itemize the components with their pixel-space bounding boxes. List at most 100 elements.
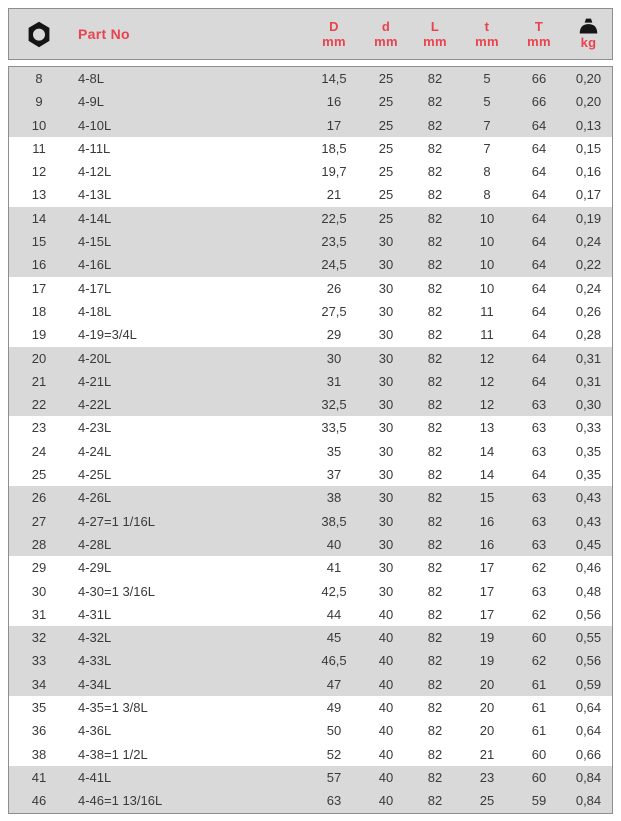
- part-no-cell: 4-27=1 1/16L: [78, 513, 155, 529]
- dim-d-cell: 25: [378, 164, 394, 180]
- dim-d-cell: 25: [378, 117, 394, 133]
- dim-t-cell: 20: [479, 723, 495, 739]
- dim-t-cell: 11: [480, 303, 494, 319]
- dim-t-cell: 13: [479, 420, 495, 436]
- dim-T-cell: 63: [531, 397, 547, 413]
- hex-size-column-header: [9, 9, 69, 59]
- weight-kg-cell: 0,64: [575, 723, 602, 739]
- dim-L-cell: 82: [427, 164, 443, 180]
- dim-t-cell: 12: [479, 350, 495, 366]
- dim-L-cell: 82: [427, 630, 443, 646]
- table-row: 36 4-36L 50 40 82 20 61 0,64: [9, 719, 612, 743]
- dim-t-cell: 10: [479, 280, 495, 296]
- part-no-cell: 4-20L: [78, 350, 112, 366]
- weight-kg-cell: 0,46: [575, 560, 602, 576]
- dim-t-cell: 12: [479, 397, 495, 413]
- dim-d-cell: 30: [378, 490, 394, 506]
- dim-d-cell: 40: [378, 700, 394, 716]
- hex-size-cell: 36: [31, 723, 47, 739]
- dim-d-cell: 30: [378, 397, 394, 413]
- hex-size-cell: 46: [31, 793, 47, 809]
- weight-kg-cell: 0,16: [575, 164, 602, 180]
- column-header-L: L mm: [409, 9, 461, 59]
- dim-L-cell: 82: [427, 210, 443, 226]
- weight-kg-cell: 0,31: [575, 373, 602, 389]
- dim-t-cell: 19: [479, 653, 495, 669]
- dim-T-cell: 63: [531, 513, 547, 529]
- dim-L-cell: 82: [427, 746, 443, 762]
- part-no-cell: 4-30=1 3/16L: [78, 583, 155, 599]
- dim-L-cell: 82: [427, 71, 443, 86]
- dim-t-cell: 15: [479, 490, 495, 506]
- hex-socket-icon: [28, 21, 50, 47]
- column-header-D: D mm: [305, 9, 363, 59]
- dim-d-cell: 40: [378, 793, 394, 809]
- weight-kg-cell: 0,20: [575, 71, 602, 86]
- part-no-cell: 4-18L: [78, 303, 112, 319]
- column-unit-t: mm: [475, 33, 499, 49]
- part-no-cell: 4-46=1 13/16L: [78, 793, 163, 809]
- dim-T-cell: 64: [531, 234, 547, 250]
- hex-size-cell: 21: [31, 373, 47, 389]
- parts-table: 8 4-8L 14,5 25 82 5 66 0,20 9 4-9L 16 25 82 5 66 0,20 10…: [8, 66, 613, 814]
- dim-T-cell: 64: [531, 187, 547, 203]
- column-header-T: T mm: [513, 9, 565, 59]
- part-no-cell: 4-8L: [78, 71, 105, 86]
- dim-d-cell: 30: [378, 583, 394, 599]
- weight-kg-cell: 0,15: [575, 140, 602, 156]
- dim-d-cell: 25: [378, 94, 394, 110]
- dim-D-cell: 57: [326, 769, 342, 785]
- weight-kg-cell: 0,13: [575, 117, 602, 133]
- hex-size-cell: 24: [31, 443, 47, 459]
- dim-L-cell: 82: [427, 234, 443, 250]
- table-row: 15 4-15L 23,5 30 82 10 64 0,24: [9, 230, 612, 254]
- dim-T-cell: 64: [531, 303, 547, 319]
- hex-size-cell: 29: [31, 560, 47, 576]
- part-no-cell: 4-28L: [78, 536, 112, 552]
- dim-t-cell: 5: [483, 71, 491, 86]
- dim-T-cell: 64: [531, 140, 547, 156]
- hex-size-cell: 9: [35, 94, 43, 110]
- table-row: 23 4-23L 33,5 30 82 13 63 0,33: [9, 416, 612, 440]
- part-no-cell: 4-16L: [78, 257, 112, 273]
- dim-L-cell: 82: [427, 467, 443, 483]
- dim-D-cell: 37: [326, 467, 342, 483]
- dim-t-cell: 23: [479, 769, 495, 785]
- hex-size-cell: 19: [31, 327, 47, 343]
- dim-t-cell: 25: [479, 793, 495, 809]
- hex-size-cell: 25: [31, 467, 47, 483]
- weight-kg-cell: 0,17: [575, 187, 602, 203]
- part-no-cell: 4-13L: [78, 187, 112, 203]
- dim-L-cell: 82: [427, 583, 443, 599]
- dim-D-cell: 23,5: [321, 234, 347, 250]
- table-row: 22 4-22L 32,5 30 82 12 63 0,30: [9, 393, 612, 417]
- dim-t-cell: 7: [483, 117, 491, 133]
- hex-size-cell: 26: [31, 490, 47, 506]
- dim-L-cell: 82: [427, 560, 443, 576]
- dim-D-cell: 18,5: [321, 140, 347, 156]
- dim-t-cell: 5: [483, 94, 491, 110]
- dim-D-cell: 32,5: [321, 397, 347, 413]
- dim-d-cell: 25: [378, 210, 394, 226]
- hex-size-cell: 22: [31, 397, 47, 413]
- part-no-cell: 4-26L: [78, 490, 112, 506]
- dim-L-cell: 82: [427, 769, 443, 785]
- part-no-cell: 4-11L: [78, 140, 111, 156]
- weight-kg-cell: 0,19: [575, 210, 602, 226]
- dim-L-cell: 82: [427, 280, 443, 296]
- table-row: 18 4-18L 27,5 30 82 11 64 0,26: [9, 299, 612, 324]
- hex-size-cell: 10: [31, 117, 47, 133]
- dim-L-cell: 82: [427, 536, 443, 552]
- dim-d-cell: 40: [378, 630, 394, 646]
- part-no-cell: 4-34L: [78, 676, 112, 692]
- dim-d-cell: 30: [378, 350, 394, 366]
- dim-D-cell: 14,5: [321, 71, 347, 86]
- weight-kg-cell: 0,20: [575, 94, 602, 110]
- dim-D-cell: 17: [326, 117, 342, 133]
- hex-size-cell: 30: [31, 583, 47, 599]
- dim-L-cell: 82: [427, 397, 443, 413]
- table-row: 14 4-14L 22,5 25 82 10 64 0,19: [9, 206, 612, 231]
- dim-L-cell: 82: [427, 327, 443, 343]
- dim-L-cell: 82: [427, 303, 443, 319]
